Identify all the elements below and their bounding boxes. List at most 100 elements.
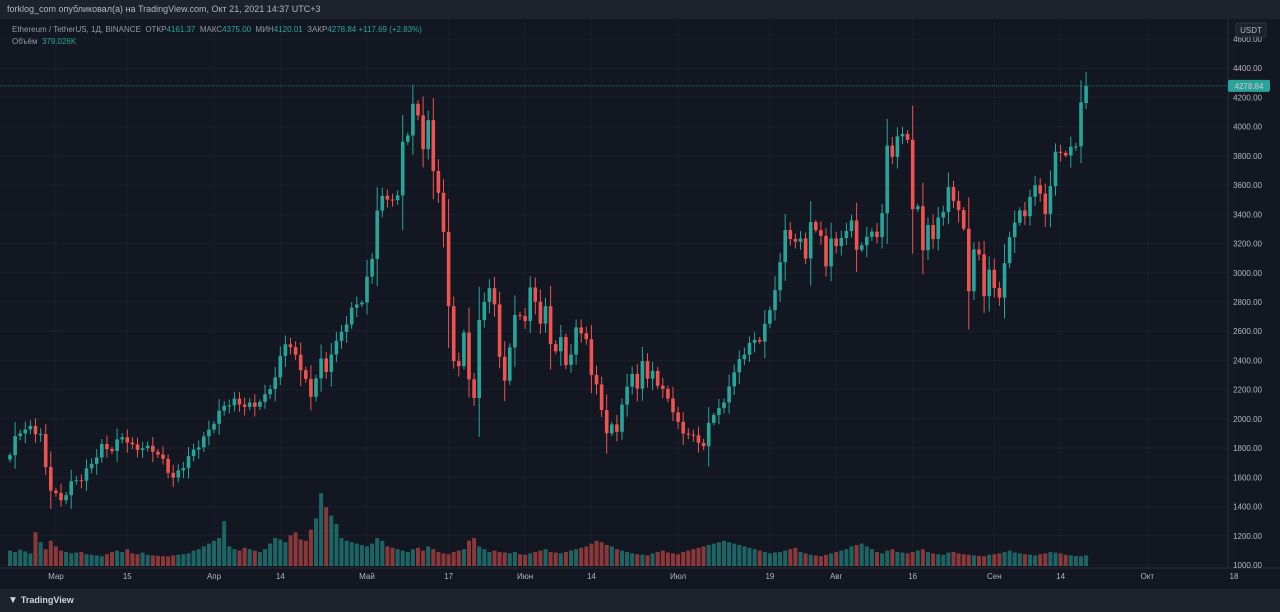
price-chart[interactable]: 1000.00 1200.00 1400.00 1600.00 1800.00 2000.… <box>0 19 1280 589</box>
volume-bar <box>206 543 211 566</box>
volume-bar <box>155 555 160 566</box>
candle-body <box>431 120 436 172</box>
candle-body <box>650 370 655 379</box>
volume-bar <box>431 549 436 566</box>
candle-body <box>395 195 400 201</box>
candle-body <box>594 374 599 385</box>
candle-body <box>513 315 517 348</box>
candle-body <box>293 347 298 355</box>
volume-bar <box>242 547 247 566</box>
candle-body <box>1012 222 1017 238</box>
candle-body <box>548 306 553 345</box>
volume-bar <box>278 539 283 566</box>
volume-bar <box>38 542 43 566</box>
volume-bar <box>400 550 405 566</box>
candle-body <box>258 401 262 407</box>
candle-body <box>400 141 405 196</box>
volume-bar <box>936 554 941 566</box>
volume-bar <box>895 552 900 566</box>
candle-body <box>120 437 124 440</box>
candle-body <box>38 434 43 436</box>
volume-bar <box>1043 553 1048 566</box>
volume-bar <box>237 550 242 566</box>
candle-body <box>655 370 660 386</box>
volume-bar <box>110 552 114 566</box>
volume-bar <box>451 552 456 566</box>
candle-body <box>1048 186 1053 215</box>
volume-bar <box>533 552 538 566</box>
time-axis[interactable]: Мар 15 Апр 14 Май 17 Июн 14 Июл 19 Авг 16 Сен 14 Окт 18… <box>48 572 1280 581</box>
y-tick-label: 1400.00 <box>1233 503 1262 512</box>
candle-body <box>508 347 512 381</box>
candle-body <box>446 231 451 307</box>
candle-body <box>610 424 614 434</box>
volume-bar <box>201 546 206 566</box>
volume-bar <box>176 554 181 566</box>
volume-bar <box>563 552 568 566</box>
volume-bar <box>660 550 665 566</box>
volume-bar <box>722 540 726 566</box>
volume-bar <box>1002 552 1007 566</box>
candle-body <box>1043 193 1048 215</box>
chart-grid <box>0 19 1235 568</box>
volume-bar <box>507 553 512 566</box>
currency-badge <box>1235 22 1267 38</box>
candle-body <box>1079 102 1083 147</box>
volume-bar <box>920 549 925 566</box>
price-axis[interactable]: 1000.00 1200.00 1400.00 1600.00 1800.00 2000.… <box>1233 35 1262 570</box>
candle-body <box>824 235 828 267</box>
candle-body <box>43 434 48 467</box>
candle-body <box>905 133 910 140</box>
y-tick-label: 4200.00 <box>1233 93 1262 102</box>
candle-body <box>814 222 818 231</box>
candle-body <box>411 103 415 136</box>
candle-body <box>355 304 359 308</box>
volume-bar <box>1063 554 1068 566</box>
last-price-value: 4278.84 <box>1235 82 1264 91</box>
volume-bar <box>370 543 375 566</box>
volume-bar <box>150 555 155 566</box>
candle-body <box>987 269 991 297</box>
volume-bar <box>166 556 171 566</box>
candle-body <box>74 480 79 482</box>
symbol-title[interactable]: Ethereum / TetherUS, 1Д, BINANCE <box>12 25 141 34</box>
candle-body <box>1007 237 1012 264</box>
volume-bar <box>43 549 48 566</box>
volume-bar <box>120 552 125 566</box>
volume-bar <box>171 555 176 566</box>
y-tick-label: 1600.00 <box>1233 473 1262 482</box>
volume-bar <box>247 549 252 566</box>
volume-bar <box>1038 554 1043 566</box>
candle-body <box>69 481 73 496</box>
volume-bar <box>349 542 354 566</box>
candle-body <box>89 463 94 469</box>
volume-bar <box>620 550 624 566</box>
volume-bar <box>818 556 823 566</box>
volume-bar <box>380 540 385 566</box>
y-tick-label: 2400.00 <box>1233 356 1262 365</box>
volume-bar <box>1053 552 1058 566</box>
candle-body <box>110 449 114 452</box>
candle-body <box>1002 263 1007 298</box>
y-tick-label: 2600.00 <box>1233 327 1262 336</box>
volume-bar <box>844 549 849 566</box>
candle-body <box>951 186 956 201</box>
volume-bar <box>655 552 660 566</box>
volume-bar <box>48 540 53 566</box>
attribution-bar: forklog_com опубликовал(а) на TradingVie… <box>0 0 1280 19</box>
candle-body <box>309 378 313 397</box>
volume-bar <box>885 550 890 566</box>
volume-label[interactable]: Объём <box>12 37 38 46</box>
candle-body <box>956 200 961 211</box>
volume-bar <box>518 554 522 566</box>
candle-body <box>380 195 385 211</box>
volume-bar <box>1073 555 1078 566</box>
volume-bar <box>8 550 12 566</box>
candle-body <box>140 448 145 450</box>
volume-bar <box>599 542 604 566</box>
tradingview-logo[interactable]: ▼ TradingView <box>8 595 74 606</box>
candle-body <box>553 344 558 352</box>
candle-body <box>370 258 374 277</box>
candle-body <box>747 342 752 355</box>
candle-body <box>1028 196 1032 217</box>
